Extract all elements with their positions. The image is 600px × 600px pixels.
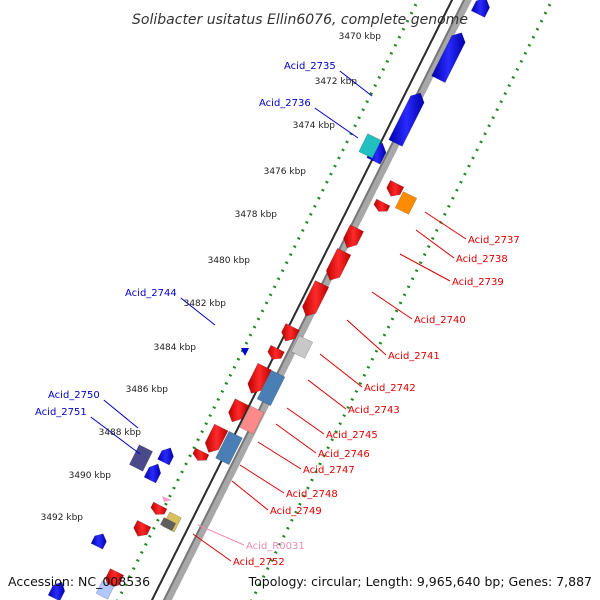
leader-line [192,533,232,562]
gene-label-acid-2738[interactable]: Acid_2738 [456,254,508,265]
forward-gene-2[interactable] [388,92,425,147]
reverse-gene-4[interactable] [302,280,330,317]
label-leader-lines [90,70,467,562]
gene-label-acid-r0031[interactable]: Acid_R0031 [246,541,305,552]
leader-line [239,464,285,494]
reverse-gene-12[interactable] [133,519,152,537]
leader-line [319,353,363,388]
gene-label-acid-2750[interactable]: Acid_2750 [48,390,100,401]
reverse-gene-6[interactable] [267,344,285,360]
reverse-gene-5[interactable] [281,323,300,342]
reverse-gene-9[interactable] [204,423,229,453]
gene-label-acid-2744[interactable]: Acid_2744 [125,288,177,299]
kbp-tick-label: 3474 kbp [293,121,336,131]
kbp-tick-label: 3480 kbp [208,256,251,266]
gene-label-acid-2740[interactable]: Acid_2740 [414,315,466,326]
gene-label-acid-2737[interactable]: Acid_2737 [468,235,520,246]
gene-label-acid-2751[interactable]: Acid_2751 [35,407,87,418]
forward-gene-edge[interactable] [47,581,66,600]
gene-label-acid-2745[interactable]: Acid_2745 [326,430,378,441]
gene-label-acid-2739[interactable]: Acid_2739 [452,277,504,288]
kbp-tick-label: 3488 kbp [99,428,142,438]
forward-gene-bottom[interactable] [90,533,107,550]
map-title: Solibacter usitatus Ellin6076, complete … [132,12,468,28]
leader-line [399,253,451,282]
gene-track [47,0,490,600]
gene-label-acid-2743[interactable]: Acid_2743 [348,405,400,416]
gene-acid-r0031[interactable] [162,496,172,502]
leader-line [346,319,387,356]
kbp-tick-label: 3478 kbp [235,210,278,220]
leader-line [371,291,413,320]
leader-line [231,480,269,511]
kbp-tick-label: 3472 kbp [315,77,358,87]
leader-line [424,211,467,240]
gene-label-acid-2748[interactable]: Acid_2748 [286,489,338,500]
leader-line [90,416,141,455]
gene-acid-2742[interactable] [290,335,314,359]
gene-acid-2748[interactable] [215,430,243,466]
gene-labels: Acid_2735 Acid_2736 Acid_2744 Acid_2750 Acid… [35,61,520,568]
forward-gene-small[interactable] [143,463,162,484]
forward-gene-1[interactable] [431,32,466,84]
kbp-tick-label: 3492 kbp [41,513,84,523]
gene-label-acid-2735[interactable]: Acid_2735 [284,61,336,72]
reverse-gene-7[interactable] [247,362,272,394]
gene-bottom-light[interactable] [95,580,115,600]
reverse-gene-13[interactable] [105,568,125,589]
gene-dark-small[interactable] [159,517,177,531]
kbp-tick-label: 3490 kbp [69,471,112,481]
kbp-tick-label: 3484 kbp [154,343,197,353]
reverse-gene-0[interactable] [386,179,405,197]
leader-line [314,107,359,139]
gene-label-acid-2741[interactable]: Acid_2741 [388,351,440,362]
reverse-gene-8[interactable] [228,398,250,423]
leader-line [103,399,139,429]
accession-text: Accession: NC_008536 [8,574,150,589]
gene-acid-2736[interactable] [358,133,382,159]
gene-acid-2745[interactable] [256,369,286,407]
reverse-gene-3[interactable] [325,247,352,281]
genome-summary-text: Topology: circular; Length: 9,965,640 bp… [248,574,592,589]
gene-label-acid-2747[interactable]: Acid_2747 [303,465,355,476]
gene-label-acid-2749[interactable]: Acid_2749 [270,506,322,517]
gene-acid-2744[interactable] [241,348,249,356]
genome-rings [116,0,554,600]
gene-acid-2746[interactable] [239,405,265,435]
gene-acid-2750[interactable] [128,444,154,472]
kbp-tick-label: 3470 kbp [339,32,382,42]
gene-label-acid-2736[interactable]: Acid_2736 [259,98,311,109]
genome-inner-edge [150,0,454,600]
reverse-gene-11[interactable] [150,501,168,515]
reverse-gene-1[interactable] [373,198,391,212]
reverse-gene-10[interactable] [192,447,210,461]
leader-line [286,407,325,435]
gene-label-acid-2742[interactable]: Acid_2742 [364,383,416,394]
leader-line [307,379,347,410]
forward-gene-0[interactable] [470,0,490,18]
leader-line [339,70,373,97]
kbp-ticks: 3470 kbp 3472 kbp 3474 kbp 3476 kbp 3478 kbp… [41,32,382,523]
leader-line [197,524,245,546]
kbp-tick-label: 3486 kbp [126,385,169,395]
leader-line [180,297,216,326]
kbp-tick-label: 3476 kbp [264,167,307,177]
gene-label-acid-2746[interactable]: Acid_2746 [318,449,370,460]
leader-line [275,423,317,454]
gene-label-acid-2752[interactable]: Acid_2752 [233,557,285,568]
leader-line [415,229,455,259]
kbp-tick-label: 3482 kbp [184,299,227,309]
gene-acid-2737[interactable] [394,191,418,215]
reverse-gene-2[interactable] [343,224,365,249]
gene-acid-2751[interactable] [157,447,174,466]
leader-line [257,441,302,470]
